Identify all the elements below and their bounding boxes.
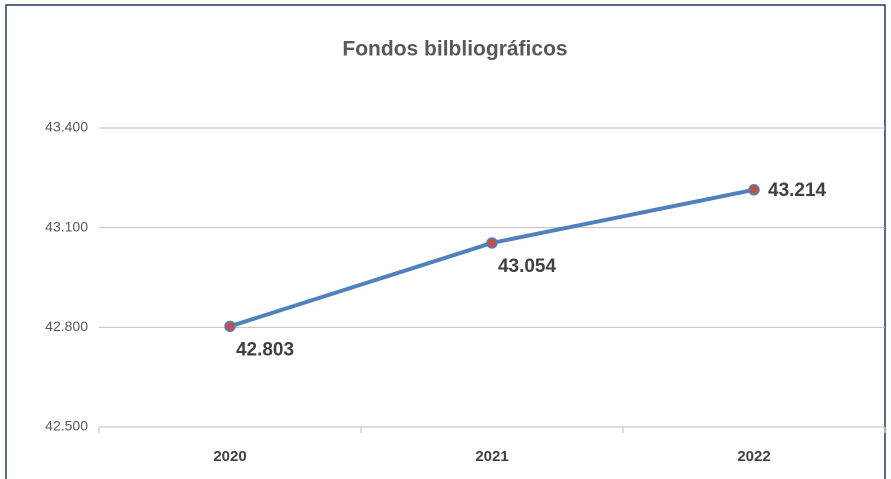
data-label: 43.214 — [768, 180, 827, 201]
x-tick-label: 2020 — [213, 448, 246, 465]
y-tick-label: 42.800 — [45, 318, 88, 334]
chart-title: Fondos bilbliográficos — [342, 38, 567, 61]
y-tick-label: 43.100 — [45, 218, 88, 234]
chart-frame — [5, 4, 886, 479]
marker — [486, 237, 498, 249]
x-tick-label: 2022 — [737, 448, 770, 465]
y-tick-label: 42.500 — [45, 418, 88, 434]
data-label: 42.803 — [236, 339, 294, 360]
data-label: 43.054 — [498, 256, 557, 277]
x-tick-label: 2021 — [475, 448, 508, 465]
marker — [748, 184, 760, 196]
y-tick-label: 43.400 — [45, 119, 88, 135]
marker — [224, 320, 236, 333]
